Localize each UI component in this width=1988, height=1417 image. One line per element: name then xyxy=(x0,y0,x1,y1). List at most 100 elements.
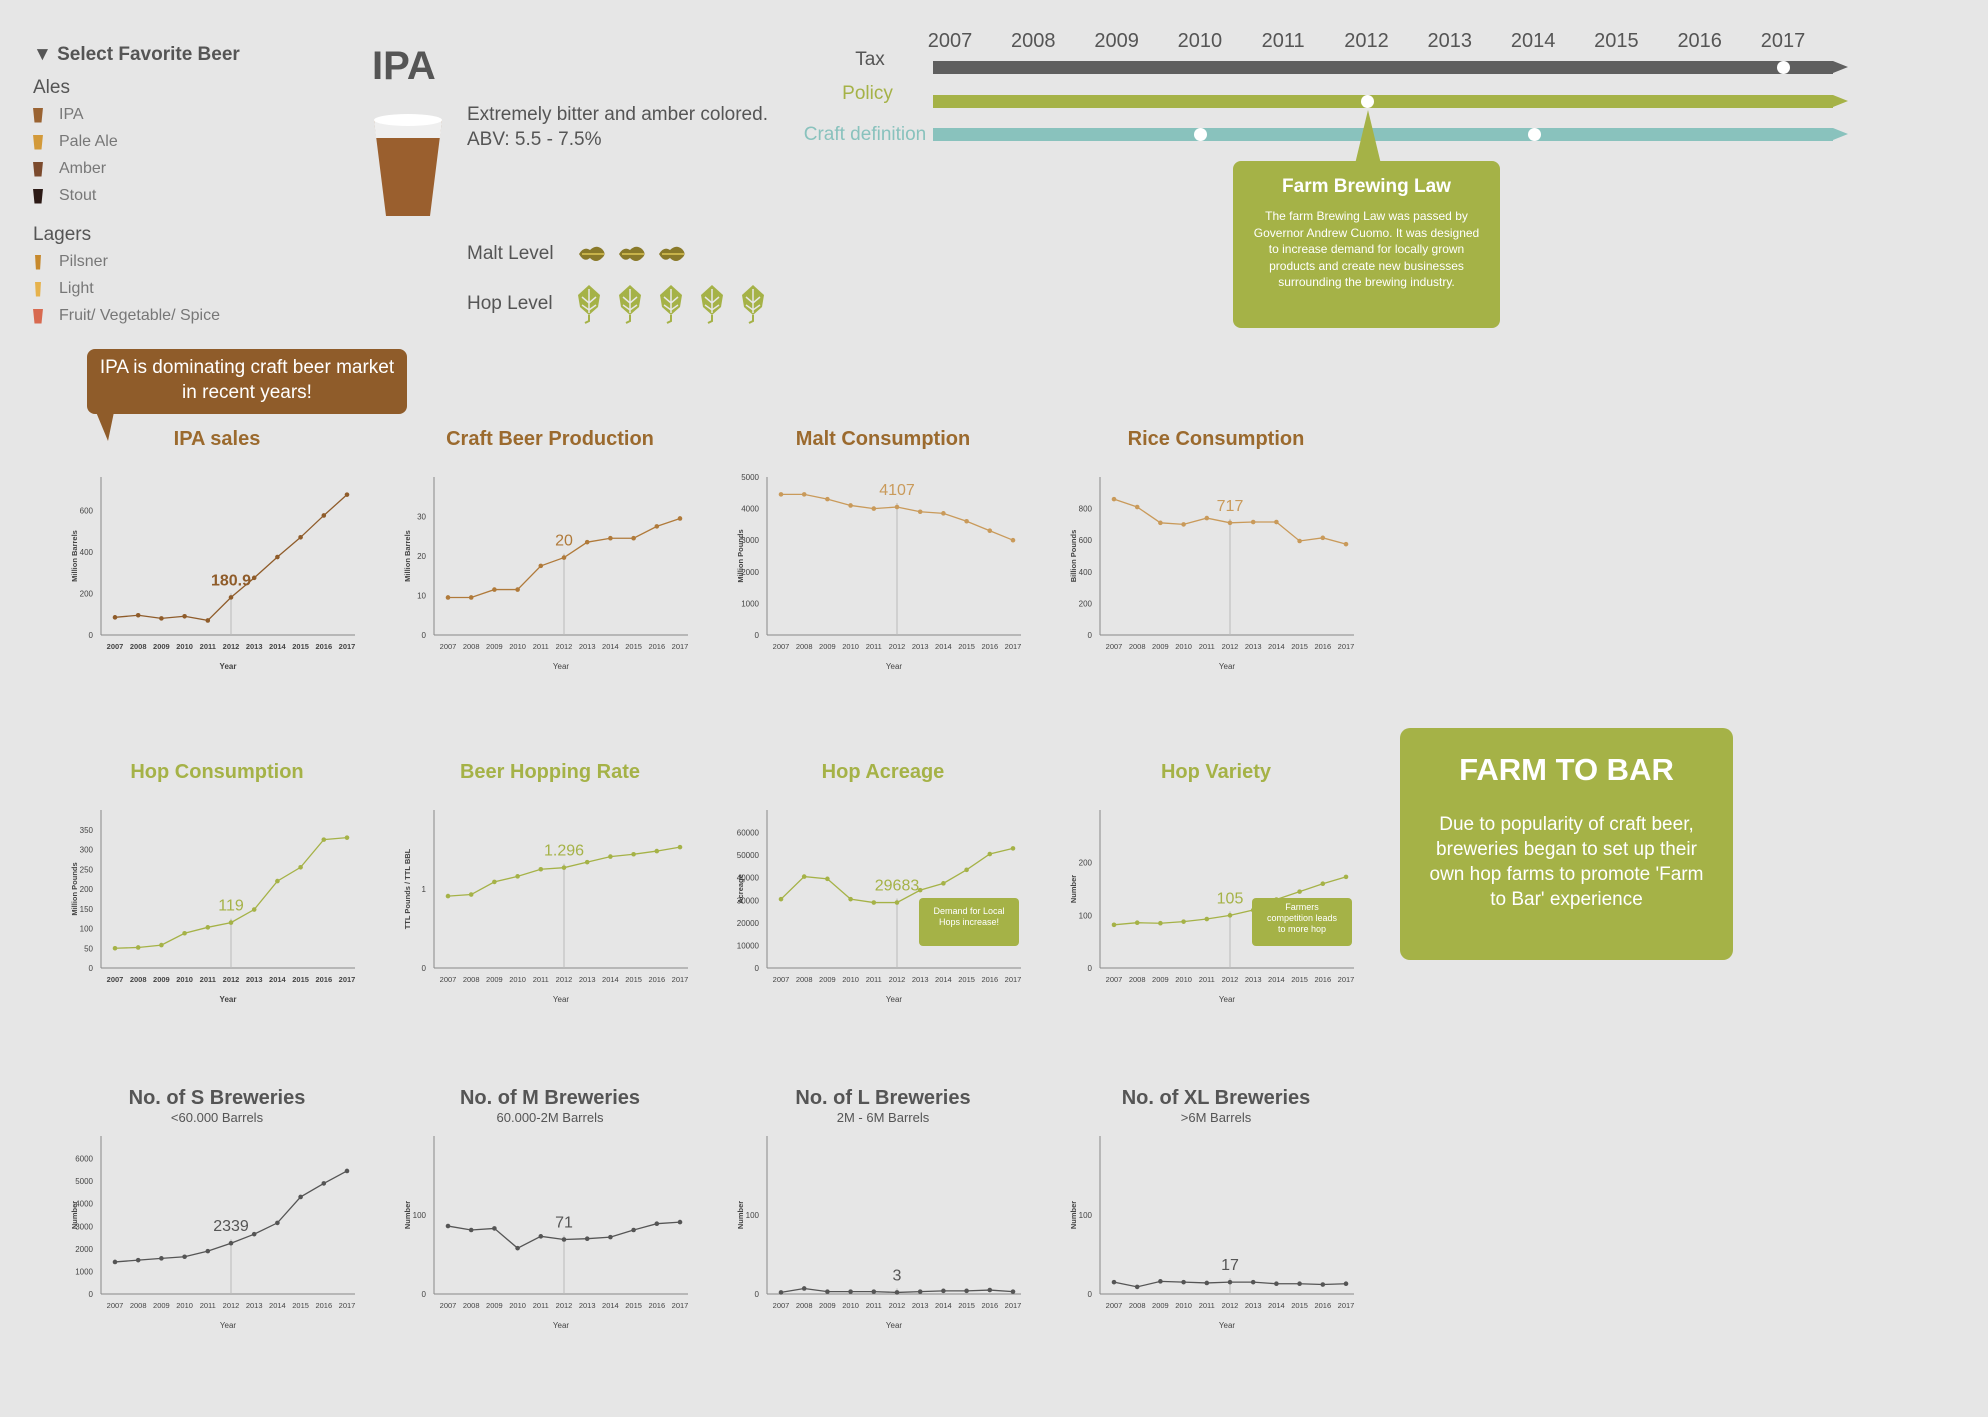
chart-svg: 0 100 2007 2008 2009 2010 2011 2012 2013 2014 2015… xyxy=(736,1136,1021,1330)
data-point xyxy=(608,1234,613,1240)
y-tick-label: 100 xyxy=(1079,1211,1093,1220)
timeline-year-2017[interactable]: 2017 xyxy=(1760,30,1806,52)
sidebar-item-label: Amber xyxy=(59,160,107,177)
x-tick-label: 2008 xyxy=(796,975,813,984)
chart-subtitle xyxy=(400,784,700,800)
data-point xyxy=(894,504,900,510)
y-tick-label: 0 xyxy=(89,631,94,640)
y-tick-label: 20000 xyxy=(737,919,760,928)
x-tick-label: 2015 xyxy=(958,975,975,984)
data-point xyxy=(608,854,613,859)
timeline-year-2010[interactable]: 2010 xyxy=(1177,30,1223,52)
x-tick-label: 2007 xyxy=(107,642,124,651)
chart-title: Hop Acreage xyxy=(821,761,945,783)
chart-panel: No. of M Breweries 60.000-2M Barrels 0 100 2… xyxy=(400,1087,733,1341)
sidebar-item-fruit-vegetable-spice[interactable]: Fruit/ Vegetable/ Spice xyxy=(33,305,220,327)
y-tick-label: 1000 xyxy=(741,599,759,608)
x-axis-label: Year xyxy=(220,995,237,1004)
y-tick-label: 0 xyxy=(89,964,94,973)
callout-text: IPA is dominating craft beer market in r… xyxy=(99,357,395,403)
data-point xyxy=(584,1236,590,1241)
x-tick-label: 2012 xyxy=(223,1301,240,1310)
x-tick-label: 2011 xyxy=(533,975,549,984)
data-point xyxy=(964,518,969,524)
timeline-year-2016[interactable]: 2016 xyxy=(1677,30,1722,52)
malt-icon xyxy=(579,246,605,261)
highlight-value: 17 xyxy=(1221,1257,1239,1274)
timeline-year-2007[interactable]: 2007 xyxy=(927,30,973,52)
y-tick-label: 20 xyxy=(417,552,426,561)
y-tick-label: 0 xyxy=(755,631,760,640)
x-tick-label: 2010 xyxy=(176,642,193,651)
data-point xyxy=(321,513,327,518)
data-point xyxy=(135,1257,141,1263)
chart-subtitle xyxy=(733,451,1033,467)
timeline-label-tax: Tax xyxy=(855,49,885,70)
sidebar-item-pilsner[interactable]: Pilsner xyxy=(33,251,108,273)
timeline-event-craft-2014[interactable] xyxy=(1528,128,1541,141)
x-tick-label: 2010 xyxy=(176,975,193,984)
timeline-year-2011[interactable]: 2011 xyxy=(1261,30,1305,52)
x-tick-label: 2007 xyxy=(773,975,790,984)
timeline-event-tax-2017[interactable] xyxy=(1777,61,1790,74)
x-tick-label: 2009 xyxy=(819,1301,836,1310)
chart-title: No. of S Breweries xyxy=(128,1087,306,1109)
sidebar-item-ipa[interactable]: IPA xyxy=(33,104,84,126)
y-axis-label: Acreage xyxy=(736,874,745,904)
y-tick-label: 5000 xyxy=(75,1177,93,1186)
farm-to-bar-body: Due to popularity of craft beer, breweri… xyxy=(1429,814,1704,910)
timeline-year-2012[interactable]: 2012 xyxy=(1344,30,1389,52)
x-tick-label: 2007 xyxy=(440,1301,457,1310)
data-point xyxy=(1010,1289,1016,1294)
x-tick-label: 2014 xyxy=(935,642,952,651)
data-point xyxy=(205,618,211,623)
malt-icon xyxy=(619,246,645,261)
chart-subtitle xyxy=(67,784,367,800)
x-tick-label: 2007 xyxy=(773,642,790,651)
x-tick-label: 2010 xyxy=(509,642,526,651)
select-favorite-beer-toggle[interactable]: ▼ Select Favorite Beer xyxy=(33,44,240,65)
sidebar-item-amber[interactable]: Amber xyxy=(33,158,106,180)
data-point xyxy=(631,535,636,541)
data-point xyxy=(871,1289,877,1294)
y-axis-label: Million Pounds xyxy=(70,862,79,915)
x-tick-label: 2008 xyxy=(796,642,813,651)
malt-level-label: Malt Level xyxy=(467,243,554,264)
x-tick-label: 2010 xyxy=(842,975,859,984)
y-tick-label: 1 xyxy=(422,885,427,894)
chart-title: Rice Consumption xyxy=(1127,428,1305,450)
timeline-year-2013[interactable]: 2013 xyxy=(1427,30,1473,52)
timeline-event-policy-2012[interactable] xyxy=(1361,95,1374,108)
sidebar-item-pale-ale[interactable]: Pale Ale xyxy=(33,131,118,153)
data-point xyxy=(778,492,784,497)
sidebar-item-stout[interactable]: Stout xyxy=(33,185,96,207)
timeline-year-2008[interactable]: 2008 xyxy=(1011,30,1056,52)
data-point xyxy=(825,1289,830,1294)
data-point xyxy=(275,878,280,884)
y-tick-label: 50 xyxy=(84,944,93,953)
sidebar-item-light[interactable]: Light xyxy=(33,278,94,300)
data-point xyxy=(1010,846,1016,851)
highlight-value: 105 xyxy=(1217,890,1244,907)
data-point xyxy=(1111,1279,1117,1285)
x-tick-label: 2007 xyxy=(107,1301,124,1310)
timeline-year-2015[interactable]: 2015 xyxy=(1594,30,1639,52)
x-axis-label: Year xyxy=(1219,662,1236,671)
x-tick-label: 2016 xyxy=(315,1301,332,1310)
hop-level-label: Hop Level xyxy=(467,293,553,314)
data-point xyxy=(987,528,993,534)
timeline-year-2009[interactable]: 2009 xyxy=(1094,30,1139,52)
data-point xyxy=(1181,919,1186,924)
x-tick-label: 2008 xyxy=(463,975,480,984)
chart-title: IPA sales xyxy=(173,428,261,450)
y-tick-label: 150 xyxy=(80,905,94,914)
data-point xyxy=(584,539,590,545)
timeline-year-2014[interactable]: 2014 xyxy=(1510,30,1556,52)
x-tick-label: 2017 xyxy=(1005,975,1022,984)
sidebar-item-label: Stout xyxy=(59,187,97,204)
x-tick-label: 2013 xyxy=(1245,975,1262,984)
timeline-event-craft-2010[interactable] xyxy=(1194,128,1207,141)
y-tick-label: 0 xyxy=(1088,1290,1093,1299)
data-point xyxy=(917,887,923,893)
